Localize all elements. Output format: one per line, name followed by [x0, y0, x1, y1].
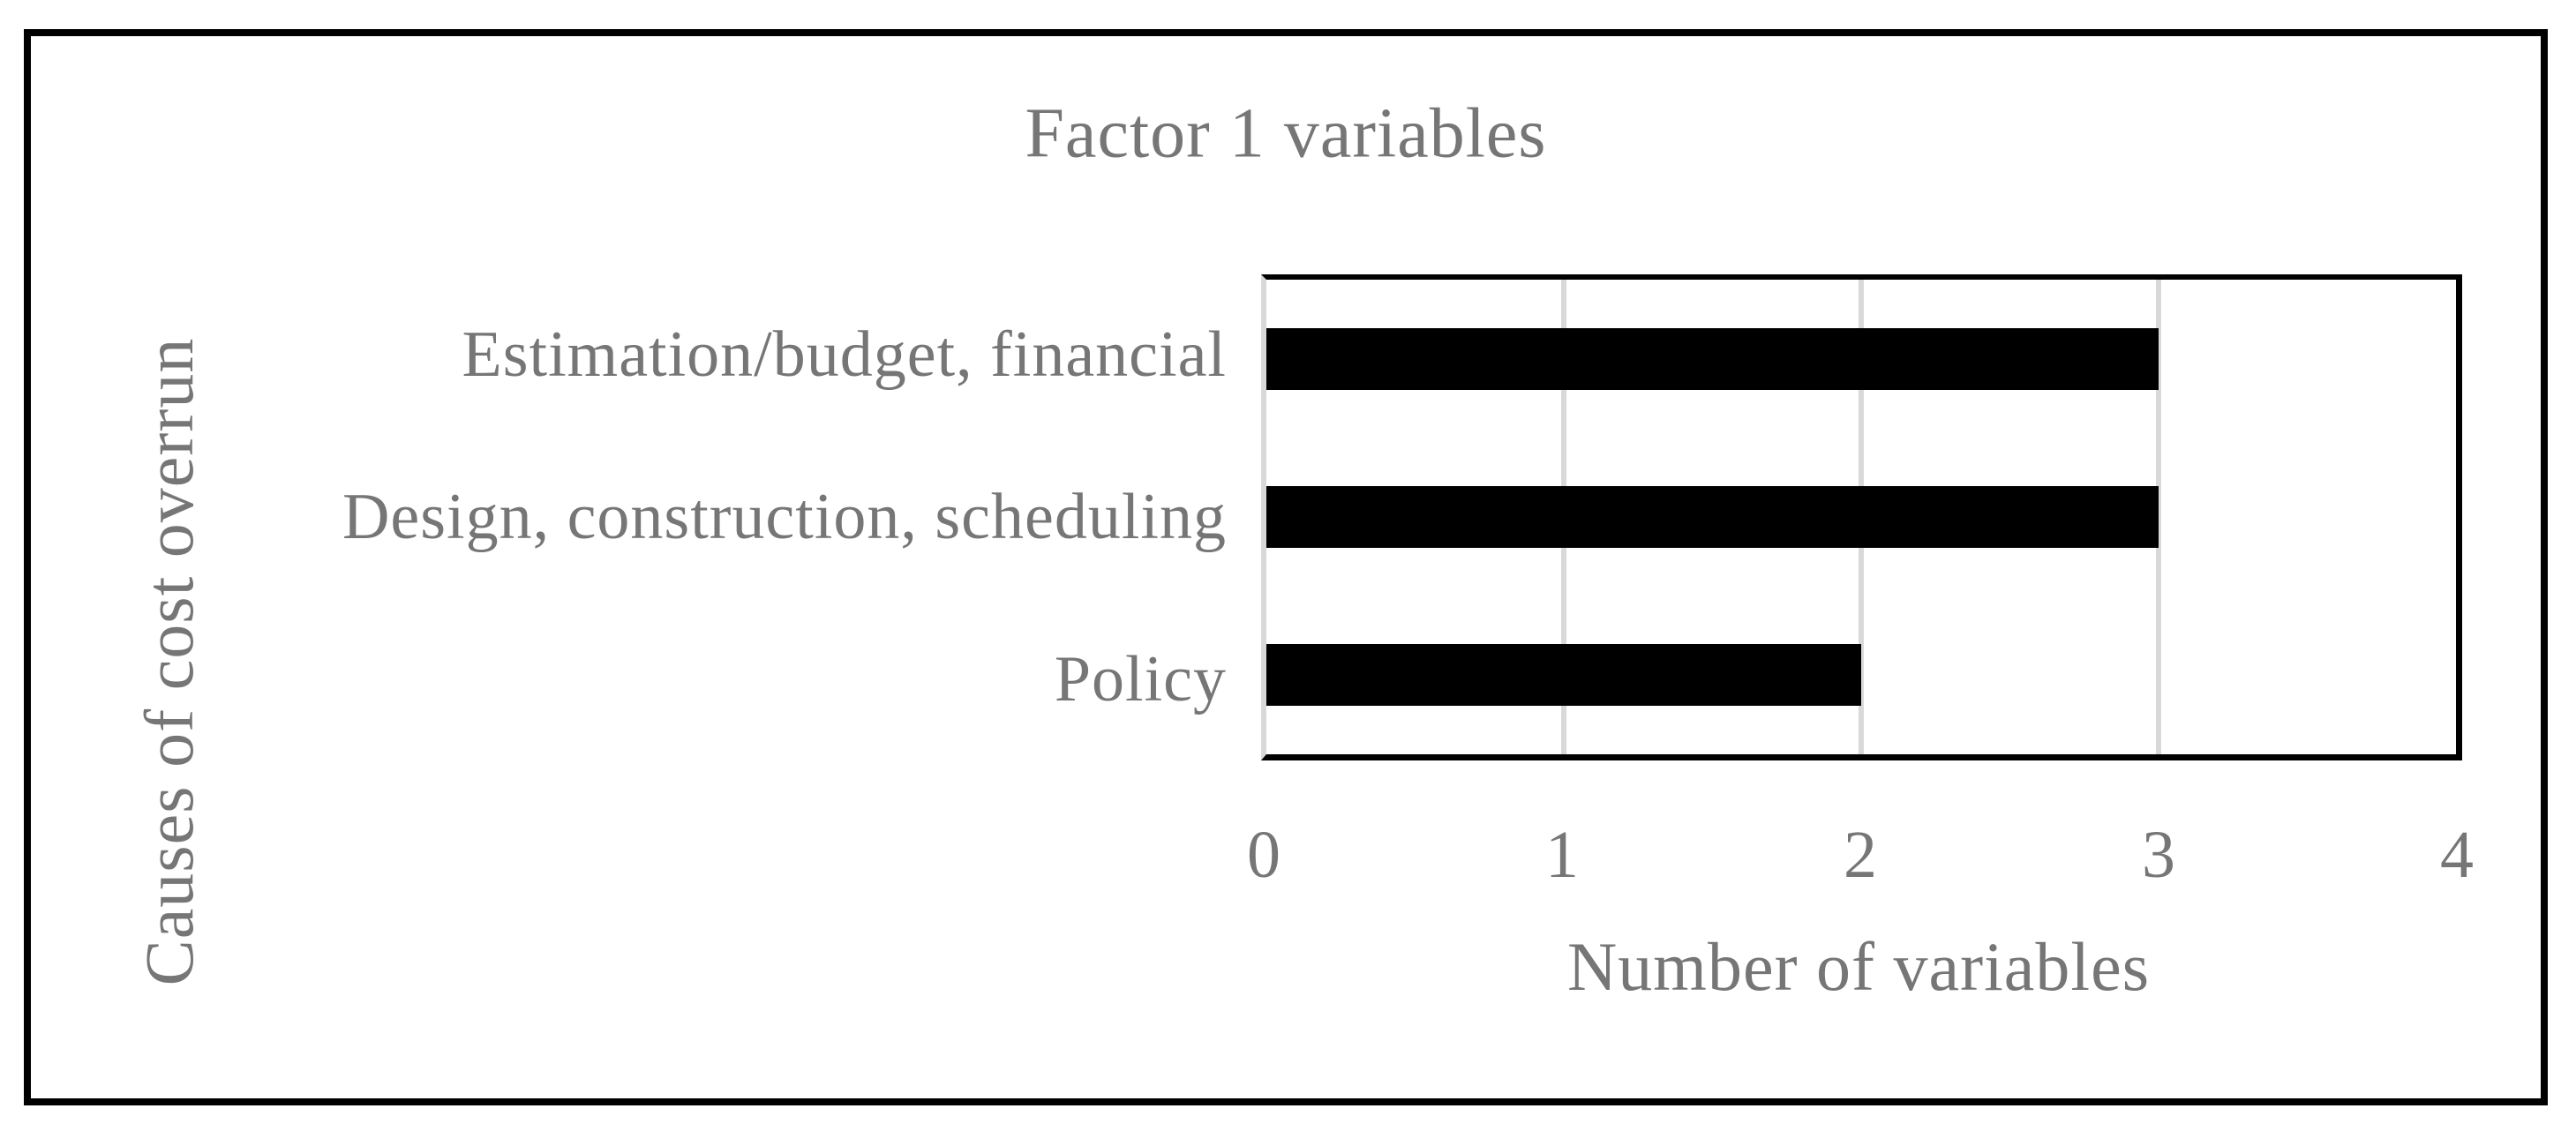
bar-row — [1266, 596, 2456, 754]
bar — [1266, 327, 2159, 390]
bar-row — [1266, 280, 2456, 438]
category-row: Policy — [124, 598, 1227, 760]
bar-row — [1266, 438, 2456, 595]
category-axis-labels: Estimation/budget, financial Design, cons… — [124, 274, 1227, 760]
x-axis-title: Number of variables — [1566, 928, 2151, 1005]
bars-area — [1266, 280, 2456, 754]
bar — [1266, 644, 1861, 707]
x-tick-label: 4 — [2440, 818, 2474, 892]
category-label: Design, construction, scheduling — [342, 481, 1227, 553]
x-tick-label: 1 — [1545, 818, 1579, 892]
category-row: Design, construction, scheduling — [124, 437, 1227, 599]
x-axis-tick-labels: 0 1 2 3 4 — [1247, 813, 2474, 902]
bar — [1266, 485, 2159, 548]
x-tick-label: 3 — [2142, 818, 2175, 892]
category-row: Estimation/budget, financial — [124, 274, 1227, 437]
category-label: Estimation/budget, financial — [462, 318, 1227, 392]
x-tick-label: 2 — [1844, 818, 1877, 892]
category-label: Policy — [1054, 642, 1227, 715]
x-tick-label: 0 — [1247, 818, 1280, 892]
chart-title: Factor 1 variables — [1025, 94, 1547, 173]
plot-area — [1261, 274, 2462, 760]
gridline — [2156, 280, 2161, 754]
